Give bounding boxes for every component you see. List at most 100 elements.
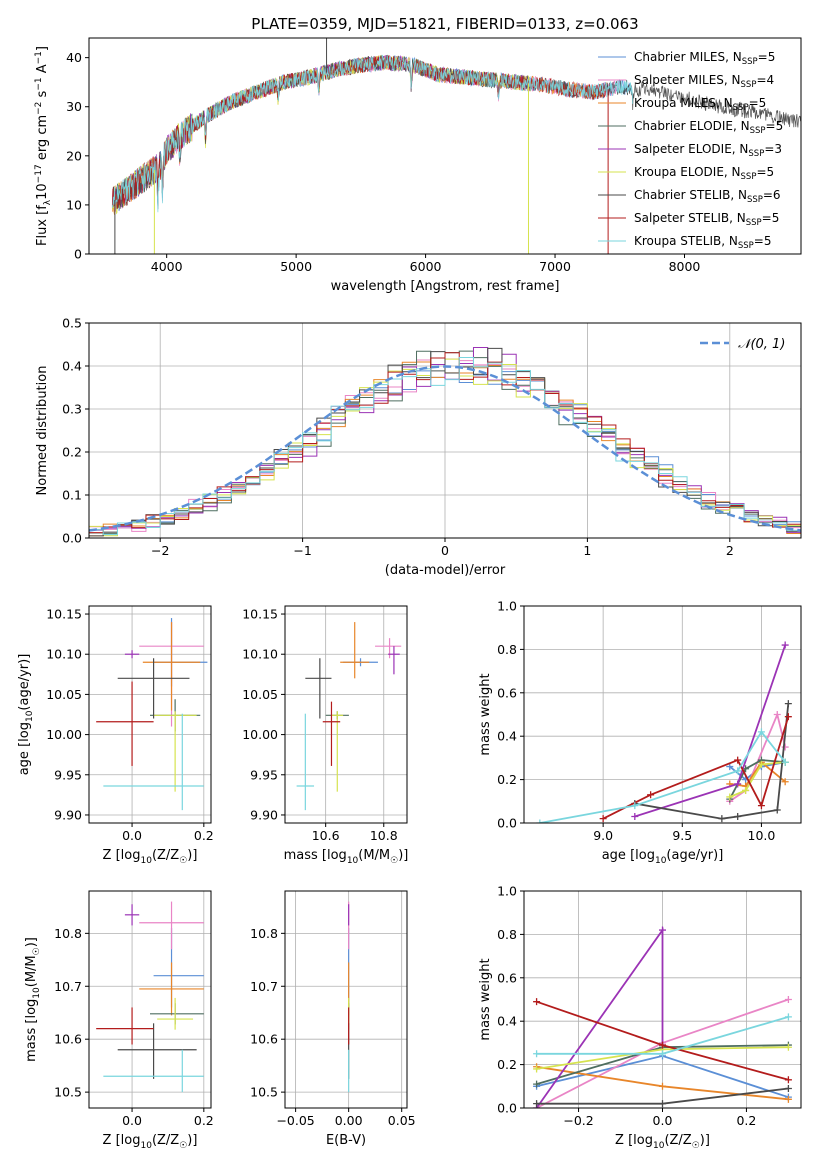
errorbar-point bbox=[296, 713, 315, 811]
x-tick-label: 10.6 bbox=[312, 828, 340, 843]
x-tick-label: −2 bbox=[151, 543, 169, 558]
legend-label-text: Chabrier ELODIE, N bbox=[634, 119, 750, 133]
weight-marker bbox=[659, 1100, 666, 1108]
y-tick-label: 0 bbox=[74, 247, 82, 262]
legend-label: 𝒩(0, 1) bbox=[738, 337, 785, 352]
y-axis-label-part: erg cm bbox=[35, 115, 50, 164]
x-axis-label-part: 10 bbox=[653, 1141, 665, 1151]
y-tick-label: 0.2 bbox=[497, 1057, 517, 1072]
errorbar-point bbox=[96, 1007, 154, 1045]
legend-label-value: =5 bbox=[762, 211, 780, 225]
panel-age_vs_mass: 10.6 10.8 9.90 9.95 10.00 10.05 10.10 10.15 mass… bbox=[242, 605, 408, 866]
x-axis-label-part: )] bbox=[700, 1133, 710, 1148]
weight-marker bbox=[659, 1050, 666, 1058]
weight-marker bbox=[784, 700, 792, 708]
x-tick-label: 1 bbox=[583, 543, 591, 558]
y-axis-label: Normed distribution bbox=[35, 366, 50, 496]
y-tick-label: 0.6 bbox=[497, 685, 517, 700]
x-tick-label: 10.8 bbox=[370, 828, 398, 843]
errorbar-point bbox=[96, 681, 154, 766]
y-tick-label: 10.00 bbox=[242, 727, 278, 742]
y-tick-label: 10.15 bbox=[242, 607, 278, 622]
weight-marker bbox=[784, 1013, 792, 1021]
axes-frame bbox=[284, 890, 408, 1109]
legend-label-text: Kroupa ELODIE, N bbox=[634, 165, 741, 179]
x-axis-label: age [log10(age/yr)] bbox=[602, 848, 724, 866]
x-tick-label: 2 bbox=[726, 543, 734, 558]
y-tick-label: 10.7 bbox=[250, 979, 278, 994]
weight-series bbox=[533, 998, 792, 1084]
y-tick-label: 10.00 bbox=[46, 727, 82, 742]
y-tick-label: 0.8 bbox=[497, 927, 517, 942]
y-axis-label-part: −1 bbox=[34, 51, 44, 64]
x-axis-label-part: age [log bbox=[602, 848, 655, 863]
weight-marker bbox=[757, 802, 765, 810]
panel-mass_vs_Z: 0.0 0.210.510.610.710.8Z [log10(Z/Z☉)]mas… bbox=[24, 890, 214, 1151]
legend-label-value: =5 bbox=[758, 50, 776, 64]
y-tick-label: 10.8 bbox=[54, 926, 82, 941]
y-tick-label: 0.5 bbox=[62, 316, 82, 331]
legend-label-text: Kroupa MILES, N bbox=[634, 96, 733, 110]
y-axis-label-part: ] bbox=[35, 46, 50, 51]
y-axis-label: age [log10(age/yr)] bbox=[17, 654, 35, 776]
y-tick-label: 0.1 bbox=[62, 488, 82, 503]
x-tick-label: 0.0 bbox=[122, 828, 142, 843]
weight-series bbox=[533, 1013, 792, 1058]
x-axis-label: Z [log10(Z/Z☉)] bbox=[103, 1133, 198, 1151]
x-axis-label-part: ☉ bbox=[692, 1141, 700, 1151]
y-axis-label-part: )] bbox=[24, 937, 39, 947]
weight-marker bbox=[742, 786, 750, 794]
legend-label-sub: SSP bbox=[747, 195, 763, 205]
y-tick-label: 10.6 bbox=[54, 1032, 82, 1047]
y-axis-label-part: mass [log bbox=[24, 999, 39, 1062]
plot-area-age_vs_Z bbox=[96, 618, 208, 811]
weight-marker bbox=[659, 1041, 666, 1049]
y-tick-label: 0.0 bbox=[497, 1101, 517, 1116]
y-tick-label: 10.15 bbox=[46, 607, 82, 622]
x-tick-label: −1 bbox=[293, 543, 311, 558]
y-tick-label: 1.0 bbox=[497, 599, 517, 614]
legend-label-value: =4 bbox=[756, 73, 774, 87]
plot-area-age_vs_mass bbox=[296, 622, 402, 811]
y-tick-label: 9.90 bbox=[54, 807, 82, 822]
axes-frame bbox=[88, 605, 212, 824]
weight-marker bbox=[757, 760, 765, 768]
plot-area-spectrum bbox=[111, 38, 801, 254]
x-axis-label-part: )] bbox=[187, 848, 197, 863]
overlay-mass_weight_vs_age: 9.0 9.5 10.0 0.0 0.2 0.4 0.6 0.8 1.0 age [log10(a… bbox=[478, 599, 802, 866]
x-axis-label-part: ☉ bbox=[390, 856, 398, 866]
weight-marker bbox=[533, 998, 541, 1006]
y-axis-label: Flux [fλ10−17 erg cm−2 s−1 A−1] bbox=[34, 46, 53, 246]
x-tick-label: 0.0 bbox=[653, 1113, 673, 1128]
x-axis-label-part: (Z/Z bbox=[152, 1133, 179, 1148]
panel-mass_weight_vs_age: 9.0 9.5 10.0 0.0 0.2 0.4 0.6 0.8 1.0 age [log10(a… bbox=[478, 599, 802, 866]
weight-marker bbox=[631, 802, 639, 810]
x-axis-label-part: )] bbox=[398, 848, 408, 863]
legend-label-value: =5 bbox=[754, 234, 772, 248]
y-axis-label-part: 10 bbox=[35, 183, 50, 200]
x-tick-label: 8000 bbox=[669, 259, 701, 274]
y-tick-label: 0.4 bbox=[497, 1014, 517, 1029]
legend-label: Salpeter STELIB, NSSP=5 bbox=[634, 211, 779, 228]
y-tick-label: 10.7 bbox=[54, 979, 82, 994]
y-tick-label: 0.3 bbox=[62, 402, 82, 417]
y-tick-label: 9.90 bbox=[250, 807, 278, 822]
errorbar-point bbox=[139, 901, 204, 950]
y-tick-label: 10.6 bbox=[250, 1032, 278, 1047]
legend-label: Kroupa MILES, NSSP=5 bbox=[634, 96, 766, 113]
overlay-residual_hist: −2 −1 0 1 2 0.0 0.1 0.2 0.3 0.4 0.5 𝒩(0, 1) (data-mo… bbox=[35, 316, 802, 578]
weight-marker bbox=[773, 711, 781, 718]
legend-label-sub: SSP bbox=[746, 218, 762, 228]
overlay-mass_weight_vs_Z: −0.2 0.0 0.2 0.0 0.2 0.4 0.6 0.8 1.0 Z [log10(Z/Z… bbox=[478, 884, 802, 1151]
weight-marker bbox=[781, 758, 789, 766]
weight-marker bbox=[647, 791, 655, 799]
y-axis-label-part: −2 bbox=[34, 102, 44, 115]
weight-marker bbox=[781, 778, 789, 786]
panel-residual_hist: −2 −1 0 1 2 0.0 0.1 0.2 0.3 0.4 0.5 𝒩(0, 1) (data-mo… bbox=[35, 316, 802, 578]
legend-label: Salpeter ELODIE, NSSP=3 bbox=[634, 142, 782, 159]
weight-line bbox=[729, 711, 787, 803]
legend-label-sub: SSP bbox=[741, 172, 757, 182]
errorbar-point bbox=[139, 962, 204, 1016]
